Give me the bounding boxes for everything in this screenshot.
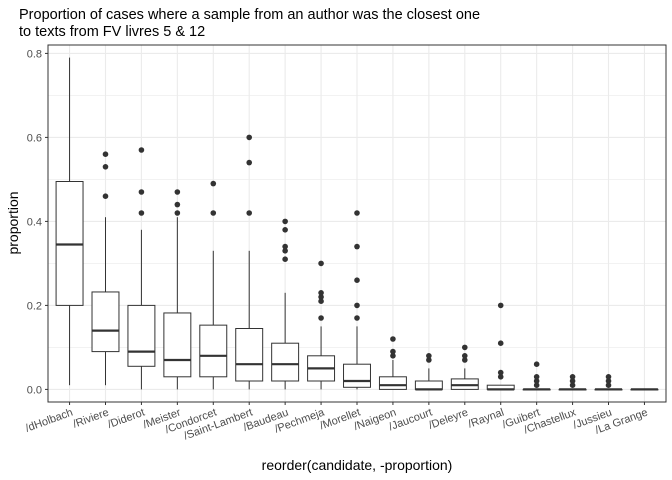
outlier-point bbox=[426, 357, 432, 363]
outlier-point bbox=[533, 374, 540, 380]
outlier-point bbox=[174, 210, 181, 216]
box-dholbach bbox=[55, 57, 84, 386]
y-axis-ticks: 0.0 0.2 0.4 0.6 0.8 bbox=[27, 48, 48, 396]
outlier-point bbox=[461, 357, 468, 363]
box-iqr bbox=[271, 342, 300, 382]
outlier-point bbox=[282, 256, 288, 263]
x-tick-label: /Raynal bbox=[467, 407, 506, 431]
outlier-point bbox=[390, 353, 396, 359]
box-riviere bbox=[91, 151, 120, 386]
box-iqr bbox=[163, 312, 192, 378]
outlier-point bbox=[318, 290, 324, 296]
outlier-point bbox=[533, 361, 540, 368]
x-tick-label: /Riviere bbox=[71, 407, 110, 431]
outlier-point bbox=[354, 277, 360, 284]
outlier-point bbox=[497, 369, 504, 376]
outlier-point bbox=[318, 260, 324, 267]
outlier-point bbox=[569, 378, 576, 384]
y-tick-label: 0.2 bbox=[27, 300, 42, 312]
box-jussieu bbox=[594, 374, 623, 391]
outlier-point bbox=[533, 382, 540, 389]
box-saintlambert bbox=[235, 134, 264, 390]
box-iqr bbox=[199, 324, 228, 378]
outlier-point bbox=[569, 382, 576, 389]
box-pechmeja bbox=[307, 260, 336, 390]
x-axis-title: reorder(candidate, -proportion) bbox=[262, 457, 453, 473]
chart-title-line-1: Proportion of cases where a sample from … bbox=[19, 7, 480, 23]
outlier-point bbox=[102, 164, 109, 170]
outlier-point bbox=[174, 201, 181, 208]
outlier-point bbox=[282, 243, 288, 250]
box-deleyre bbox=[450, 344, 479, 390]
outlier-point bbox=[569, 374, 576, 380]
outlier-point bbox=[354, 315, 360, 321]
outlier-point bbox=[605, 374, 612, 380]
outlier-point bbox=[246, 210, 253, 216]
outlier-point bbox=[102, 193, 109, 199]
outlier-point bbox=[138, 210, 145, 216]
x-axis-ticks: /dHolbach/Riviere/Diderot/Meister/Condor… bbox=[24, 402, 649, 442]
x-tick-label: /dHolbach bbox=[24, 407, 75, 435]
box-guibert bbox=[522, 361, 551, 391]
outlier-point bbox=[282, 227, 288, 233]
box-baudeau bbox=[271, 218, 300, 390]
outlier-point bbox=[282, 218, 288, 225]
outlier-point bbox=[318, 294, 324, 300]
y-tick-label: 0.4 bbox=[27, 216, 42, 228]
box-chastellux bbox=[558, 374, 587, 391]
outlier-point bbox=[138, 147, 145, 153]
y-tick-label: 0.0 bbox=[27, 384, 42, 396]
box-morellet bbox=[343, 210, 371, 390]
outlier-point bbox=[282, 248, 288, 254]
x-tick-label: /Diderot bbox=[106, 407, 146, 431]
outlier-point bbox=[461, 353, 468, 359]
box-condorcet bbox=[199, 180, 228, 390]
box-iqr bbox=[235, 328, 264, 382]
outlier-point bbox=[354, 302, 360, 309]
box-iqr bbox=[378, 376, 407, 390]
outlier-point bbox=[354, 243, 360, 250]
outlier-point bbox=[138, 189, 145, 195]
outlier-point bbox=[354, 210, 360, 216]
outlier-point bbox=[246, 159, 253, 166]
box-iqr bbox=[343, 363, 371, 388]
box-iqr bbox=[127, 304, 156, 367]
outlier-point bbox=[461, 344, 468, 351]
outlier-point bbox=[497, 374, 504, 380]
y-tick-label: 0.8 bbox=[27, 48, 42, 60]
outlier-point bbox=[605, 378, 612, 384]
outlier-point bbox=[497, 302, 504, 309]
outlier-point bbox=[210, 210, 217, 216]
outlier-point bbox=[174, 189, 181, 195]
box-iqr bbox=[91, 291, 120, 353]
box-jaucourt bbox=[414, 353, 443, 391]
box-diderot bbox=[127, 147, 156, 390]
outlier-point bbox=[390, 336, 396, 342]
x-tick-label: /Deleyre bbox=[427, 407, 470, 432]
box-meister bbox=[163, 189, 192, 390]
outlier-point bbox=[497, 340, 504, 347]
outlier-point bbox=[318, 298, 324, 305]
outlier-point bbox=[533, 378, 540, 384]
outlier-point bbox=[605, 382, 612, 389]
y-tick-label: 0.6 bbox=[27, 132, 42, 144]
box-naigeon bbox=[378, 336, 407, 390]
outlier-point bbox=[210, 180, 217, 187]
outlier-point bbox=[318, 315, 324, 321]
outlier-point bbox=[390, 348, 396, 355]
boxes-layer bbox=[55, 57, 659, 391]
outlier-point bbox=[246, 134, 253, 141]
box-iqr bbox=[414, 380, 443, 390]
box-lagrange bbox=[630, 388, 659, 391]
y-axis-title: proportion bbox=[5, 191, 21, 254]
outlier-point bbox=[426, 353, 432, 359]
outlier-point bbox=[102, 151, 109, 157]
box-raynal bbox=[486, 302, 515, 391]
chart-title-line-2: to texts from FV livres 5 & 12 bbox=[19, 24, 205, 40]
